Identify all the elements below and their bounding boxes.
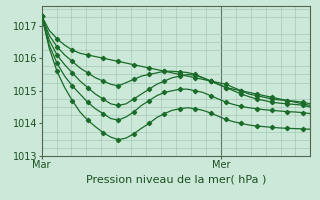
X-axis label: Pression niveau de la mer( hPa ): Pression niveau de la mer( hPa ) <box>86 174 266 184</box>
